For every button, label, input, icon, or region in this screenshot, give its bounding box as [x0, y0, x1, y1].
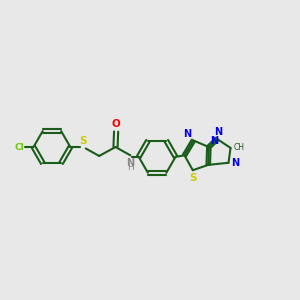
Text: Cl: Cl	[15, 142, 25, 152]
Text: N: N	[126, 158, 134, 168]
Text: N: N	[214, 127, 222, 137]
Text: O: O	[112, 119, 121, 129]
Text: N: N	[183, 129, 191, 139]
Text: H: H	[127, 163, 134, 172]
Text: CH: CH	[233, 143, 244, 152]
Text: N: N	[210, 136, 218, 146]
Text: N: N	[231, 158, 239, 168]
Text: S: S	[189, 173, 196, 183]
Text: S: S	[79, 136, 87, 146]
